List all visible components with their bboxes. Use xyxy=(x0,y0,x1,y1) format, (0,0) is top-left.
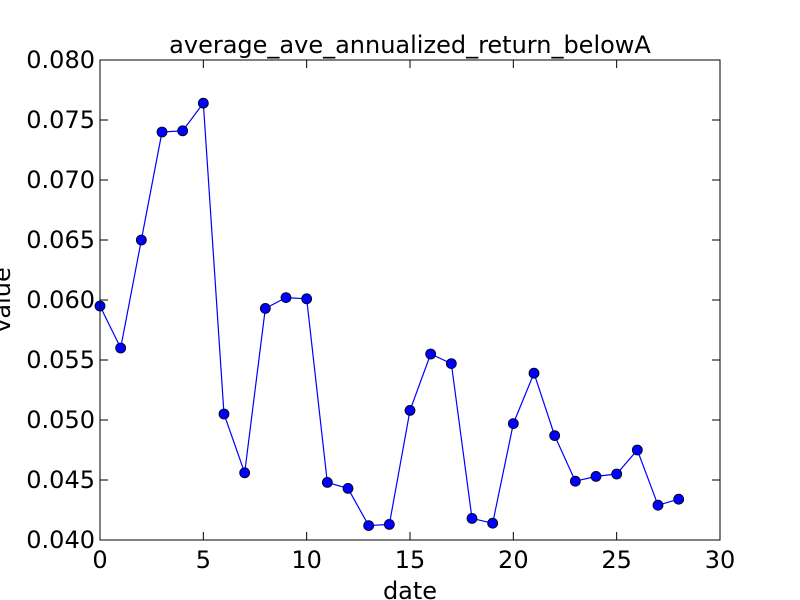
ticks-layer: 0 5 10 15 20 25 30 0.040 0.045 0.050 0.055 0.060 0.0… xyxy=(26,46,735,574)
data-point xyxy=(528,367,540,379)
data-point xyxy=(301,293,313,305)
data-point xyxy=(197,97,209,109)
y-tick-label: 0.055 xyxy=(26,346,95,374)
data-point xyxy=(156,126,168,138)
x-tick-label: 25 xyxy=(601,546,632,574)
data-point xyxy=(280,292,292,304)
data-point xyxy=(239,467,251,479)
plot-area xyxy=(100,60,720,540)
data-point xyxy=(631,444,643,456)
x-tick-label: 30 xyxy=(705,546,736,574)
data-point xyxy=(569,475,581,487)
x-tick-label: 10 xyxy=(291,546,322,574)
y-tick-label: 0.080 xyxy=(26,46,95,74)
data-point xyxy=(383,519,395,530)
data-point xyxy=(507,418,519,430)
data-point xyxy=(259,302,271,314)
data-point xyxy=(115,342,127,354)
y-tick-label: 0.050 xyxy=(26,406,95,434)
chart-title: average_ave_annualized_return_belowA xyxy=(169,31,651,59)
data-point xyxy=(611,468,623,480)
data-point xyxy=(321,476,333,488)
data-point xyxy=(218,408,230,420)
data-point xyxy=(342,482,354,494)
data-point xyxy=(445,358,457,370)
data-point xyxy=(673,493,685,505)
y-tick-label: 0.065 xyxy=(26,226,95,254)
data-point xyxy=(652,499,664,511)
y-tick-label: 0.075 xyxy=(26,106,95,134)
y-tick-label: 0.070 xyxy=(26,166,95,194)
x-tick-label: 0 xyxy=(92,546,107,574)
data-point xyxy=(135,234,147,246)
y-tick-label: 0.060 xyxy=(26,286,95,314)
y-tick-label: 0.045 xyxy=(26,466,95,494)
x-tick-label: 20 xyxy=(498,546,529,574)
data-point xyxy=(363,520,375,531)
data-point xyxy=(404,404,416,416)
data-point xyxy=(549,430,561,442)
x-axis-title: date xyxy=(383,577,437,600)
x-tick-label: 15 xyxy=(395,546,426,574)
x-tick-label: 5 xyxy=(196,546,211,574)
y-tick-label: 0.040 xyxy=(26,526,95,554)
data-point xyxy=(590,470,602,482)
y-axis-title: value xyxy=(0,267,16,333)
data-point xyxy=(177,125,189,137)
data-point xyxy=(487,517,499,529)
data-point xyxy=(425,348,437,360)
data-point xyxy=(466,513,478,524)
series-layer xyxy=(94,97,685,531)
